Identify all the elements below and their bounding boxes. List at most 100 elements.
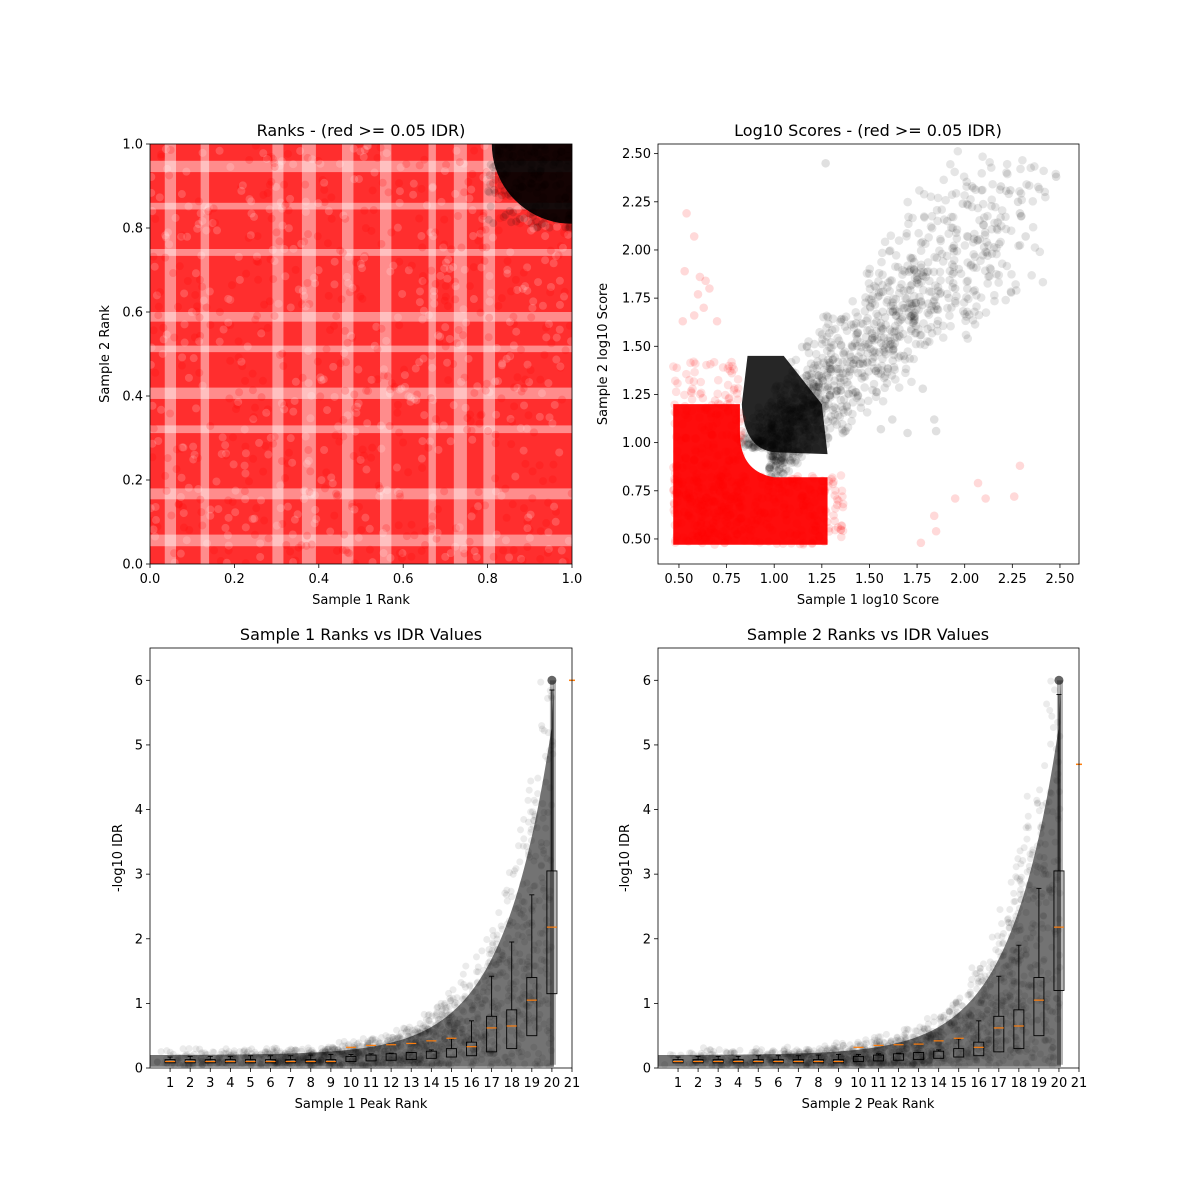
score-point-black	[821, 404, 830, 413]
score-point-black	[814, 371, 824, 380]
score-point-black	[777, 454, 786, 463]
rank-point	[462, 318, 471, 327]
score-point-black	[817, 330, 827, 339]
rank-point	[433, 505, 442, 514]
score-point-black	[1006, 288, 1016, 297]
idr-point	[388, 1042, 396, 1050]
idr-point	[466, 1035, 474, 1043]
rank-point	[224, 294, 233, 303]
rank-point	[176, 493, 185, 502]
score-point-black	[947, 303, 956, 312]
score-point-red	[723, 472, 733, 482]
rank-point	[178, 353, 187, 362]
idr-point	[473, 1034, 481, 1042]
rank-point	[378, 529, 387, 538]
rank-point	[348, 499, 357, 508]
idr-point	[441, 999, 449, 1007]
score-point-red	[749, 509, 759, 519]
rank-point	[276, 350, 285, 359]
idr-point	[438, 1005, 446, 1013]
score-point-black	[793, 458, 802, 468]
score-point-black	[740, 435, 749, 444]
rank-point	[480, 144, 489, 150]
score-point-red	[697, 461, 706, 470]
rank-point	[420, 277, 429, 286]
rank-point	[552, 333, 561, 342]
score-point-black	[900, 267, 909, 276]
score-point-black	[804, 348, 814, 358]
idr-point	[542, 916, 550, 924]
idr-point	[491, 973, 499, 981]
score-point-red	[724, 501, 733, 511]
score-point-red	[695, 413, 704, 422]
score-point-black	[981, 308, 991, 317]
y-tick-label: 0.4	[122, 390, 143, 405]
score-point-red	[778, 539, 788, 548]
rank-point	[251, 144, 260, 150]
y-tick-label: 0.6	[122, 306, 143, 321]
rank-point	[210, 546, 219, 555]
idr-point	[262, 1062, 270, 1068]
idr-point	[520, 913, 528, 921]
idr-point	[538, 997, 546, 1005]
idr-point	[453, 994, 461, 1002]
score-point-black	[898, 312, 907, 322]
idr-point	[391, 1035, 399, 1043]
score-point-black	[910, 273, 920, 283]
idr-point	[433, 1004, 441, 1012]
rank-point	[540, 350, 549, 359]
score-point-black	[843, 407, 853, 416]
score-point-red	[838, 492, 847, 501]
score-point-black	[824, 399, 833, 409]
idr-point	[1036, 935, 1044, 943]
score-point-red	[713, 389, 722, 399]
score-point-black	[986, 265, 996, 274]
score-point-red	[709, 440, 718, 449]
idr-point	[438, 1013, 446, 1021]
idr-point	[467, 1058, 475, 1066]
score-point-black	[857, 342, 866, 352]
score-point-black	[900, 355, 910, 364]
score-point-red	[827, 474, 836, 484]
score-point-red	[706, 472, 716, 482]
score-point-black	[771, 457, 781, 466]
rank-point	[523, 263, 532, 272]
idr-point	[499, 955, 507, 963]
rank-point	[441, 281, 450, 290]
idr-point	[346, 1047, 354, 1055]
rank-point	[214, 505, 223, 514]
score-point-black	[841, 426, 851, 436]
score-point-black	[866, 344, 875, 354]
score-point-black	[1001, 224, 1011, 234]
rank-point	[150, 343, 156, 352]
rank-point-black	[541, 180, 550, 189]
axes-frame	[657, 143, 1080, 565]
rank-point	[376, 487, 385, 496]
idr-point	[444, 1016, 452, 1024]
score-point-black	[817, 372, 826, 381]
score-point-black	[869, 319, 879, 329]
idr-point	[307, 1048, 315, 1056]
idr-point	[540, 847, 548, 855]
score-point-black	[1033, 182, 1043, 192]
score-point-black	[867, 335, 877, 344]
idr-point	[427, 1020, 435, 1028]
score-point-black	[1035, 184, 1044, 194]
rank-point	[297, 541, 306, 550]
rank-point	[422, 201, 431, 210]
score-outlier-red	[981, 494, 990, 503]
idr-point	[871, 1059, 879, 1067]
rank-point	[397, 384, 406, 393]
score-point-black	[869, 364, 879, 373]
idr-point	[439, 1026, 447, 1034]
score-outlier-black	[1015, 209, 1025, 218]
rank-point	[387, 379, 396, 388]
idr-point	[524, 1051, 532, 1059]
score-point-black	[855, 359, 865, 369]
score-point-black	[978, 199, 988, 209]
score-point-black	[836, 395, 846, 405]
rank-point	[191, 290, 200, 299]
idr-point	[416, 1029, 424, 1037]
score-point-black	[883, 367, 892, 377]
idr-point	[523, 879, 531, 887]
